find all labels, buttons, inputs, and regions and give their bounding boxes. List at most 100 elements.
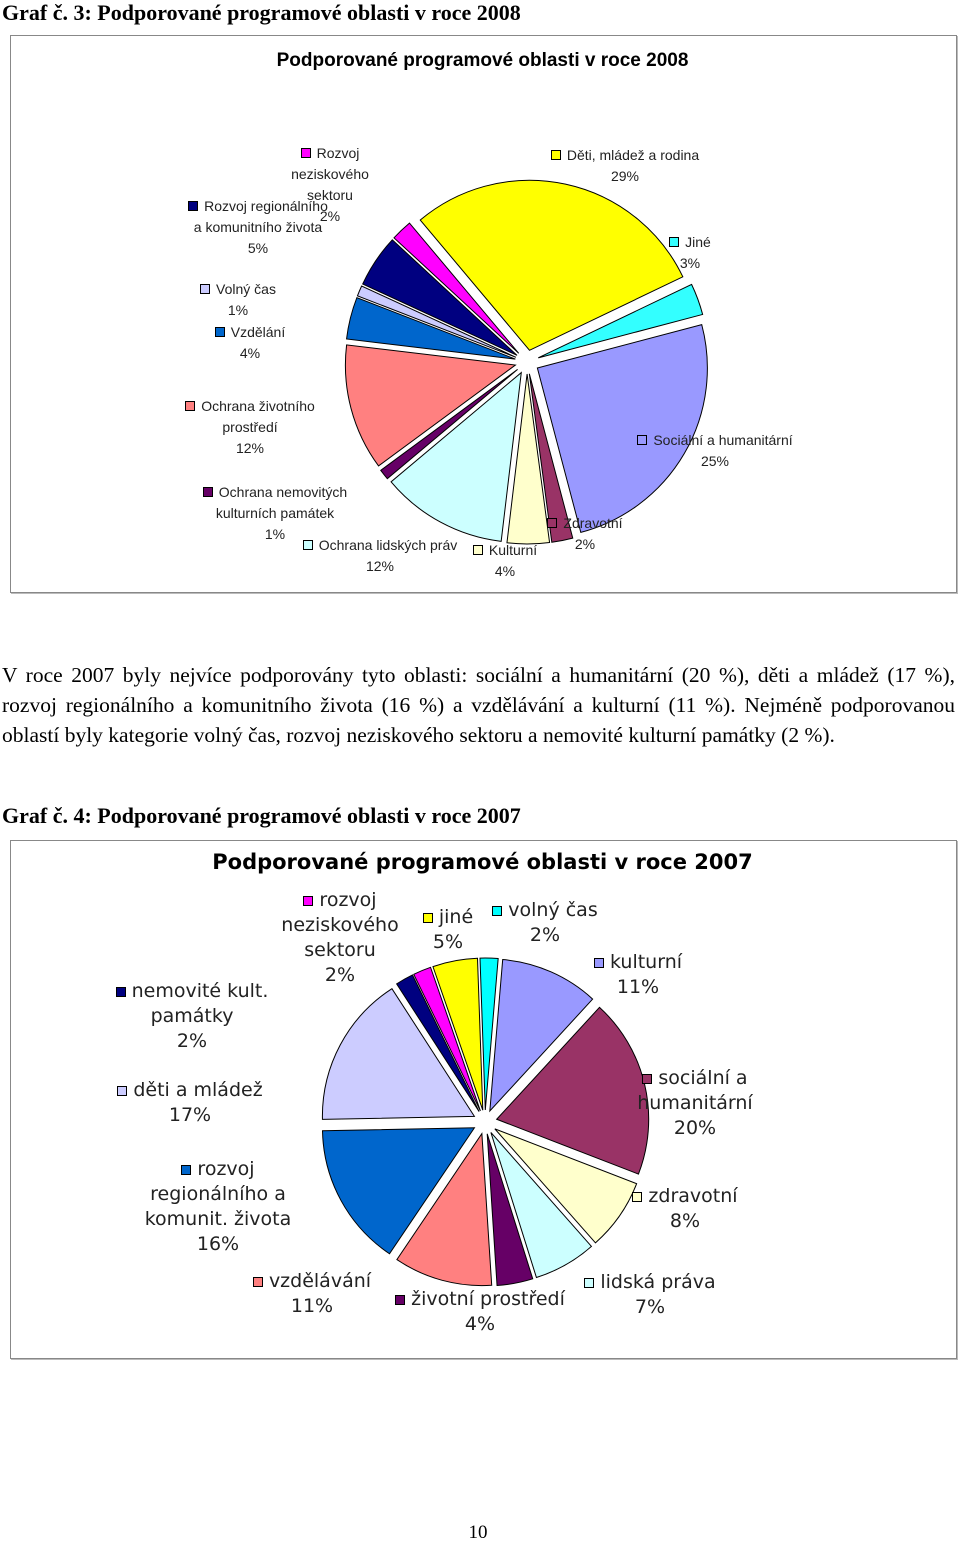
- pie-slice: [432, 957, 484, 1111]
- chart-title: Podporované programové oblasti v roce 20…: [276, 50, 689, 71]
- chart-frame: [10, 35, 957, 593]
- legend-marker: [200, 284, 211, 294]
- pie-slice: [413, 966, 481, 1112]
- legend-marker: [117, 1086, 128, 1096]
- legend-marker: [547, 518, 558, 528]
- category-label: sociální a humanitární: [637, 1067, 753, 1114]
- legend-marker: [492, 906, 503, 916]
- legend-marker: [202, 487, 213, 497]
- pie-slice: [344, 344, 517, 467]
- legend-marker: [550, 150, 561, 160]
- pie-slice: [495, 1006, 650, 1175]
- pie-slice: [362, 239, 518, 356]
- value-label: 11%: [290, 1295, 334, 1317]
- value-label: 1%: [227, 302, 249, 318]
- pie-slice: [536, 323, 708, 534]
- slice-label: Rozvoj regionálního a komunitního života…: [183, 196, 333, 259]
- pie-slice: [506, 373, 551, 545]
- pie-slice: [490, 1132, 593, 1279]
- category-label: lidská práva: [600, 1271, 716, 1293]
- value-label: 3%: [679, 255, 701, 271]
- pie-slice: [419, 179, 684, 351]
- category-label: Ochrana nemovitých kulturních památek: [215, 484, 348, 521]
- legend-marker: [181, 1165, 192, 1175]
- slice-label: vzdělávání 11%: [242, 1269, 382, 1319]
- slice-label: Jiné 3%: [660, 232, 720, 274]
- legend-marker: [669, 237, 680, 247]
- pie-slice: [528, 373, 574, 543]
- category-label: Volný čas: [216, 281, 276, 297]
- slice-label: rozvoj regionálního a komunit. života 16%: [133, 1157, 303, 1257]
- slice-label: děti a mládež 17%: [110, 1078, 270, 1128]
- category-label: nemovité kult. památky: [131, 980, 269, 1027]
- category-label: rozvoj neziskového sektoru: [281, 889, 399, 961]
- legend-marker: [584, 1278, 595, 1288]
- category-label: rozvoj regionálního a komunit. života: [144, 1158, 292, 1230]
- legend-marker: [303, 896, 314, 906]
- category-label: Kulturní: [488, 542, 538, 558]
- pie-slice: [393, 222, 520, 354]
- category-label: Rozvoj regionálního a komunitního života: [193, 198, 328, 235]
- value-label: 25%: [700, 453, 730, 469]
- pie-slice: [538, 283, 704, 359]
- slice-label: Ochrana lidských práv 12%: [295, 535, 465, 577]
- pie-slice: [356, 285, 517, 358]
- slice-label: Rozvoj neziskového sektoru 2%: [275, 143, 385, 227]
- category-label: děti a mládež: [133, 1079, 263, 1101]
- pie-slice: [390, 371, 522, 542]
- value-label: 1%: [264, 526, 286, 542]
- legend-marker: [637, 435, 648, 445]
- slice-label: Ochrana nemovitých kulturních památek 1%: [200, 482, 350, 545]
- value-label: 5%: [247, 240, 269, 256]
- legend-marker: [422, 913, 433, 923]
- slice-label: Volný čas 1%: [198, 279, 278, 321]
- pie-slice: [380, 369, 518, 480]
- legend-marker: [300, 148, 311, 158]
- value-label: 20%: [673, 1117, 717, 1139]
- slice-label: lidská práva 7%: [570, 1270, 730, 1320]
- slice-label: Zdravotní 2%: [545, 513, 625, 555]
- slice-label: rozvoj neziskového sektoru 2%: [270, 888, 410, 988]
- legend-marker: [593, 958, 604, 968]
- legend-marker: [302, 540, 313, 550]
- slice-label: Děti, mládež a rodina 29%: [525, 145, 725, 187]
- category-label: Rozvoj neziskového sektoru: [291, 145, 369, 203]
- value-label: 2%: [324, 964, 356, 986]
- value-label: 2%: [319, 208, 341, 224]
- legend-marker: [115, 987, 126, 997]
- category-label: Vzdělání: [230, 324, 286, 340]
- slice-label: nemovité kult. památky 2%: [107, 979, 277, 1054]
- slice-label: Sociální a humanitární 25%: [625, 430, 805, 472]
- value-label: 11%: [616, 976, 660, 998]
- value-label: 17%: [168, 1104, 212, 1126]
- pie-slice: [479, 957, 499, 1111]
- category-label: životní prostředí: [411, 1288, 565, 1310]
- value-label: 4%: [464, 1313, 496, 1335]
- chart-title: Podporované programové oblasti v roce 20…: [212, 850, 753, 874]
- slice-label: volný čas 2%: [480, 898, 610, 948]
- paragraph: V roce 2007 byly nejvíce podporovány tyt…: [2, 663, 955, 747]
- heading: Graf č. 3: Podporované programové oblast…: [2, 0, 521, 25]
- category-label: Jiné: [685, 234, 711, 250]
- value-label: 4%: [239, 345, 261, 361]
- pie-slice: [321, 987, 476, 1120]
- category-label: kulturní: [609, 951, 683, 973]
- legend-marker: [214, 327, 225, 337]
- value-label: 29%: [610, 168, 640, 184]
- legend-marker: [188, 201, 199, 211]
- category-label: jiné: [438, 906, 474, 928]
- category-label: Zdravotní: [563, 515, 623, 531]
- value-label: 5%: [432, 931, 464, 953]
- value-label: 2%: [574, 536, 596, 552]
- slice-label: kulturní 11%: [583, 950, 693, 1000]
- legend-marker: [185, 401, 196, 411]
- value-label: 16%: [196, 1233, 240, 1255]
- slice-label: Vzdělání 4%: [210, 322, 290, 364]
- category-label: Ochrana životního prostředí: [201, 398, 315, 435]
- legend-marker: [642, 1074, 653, 1084]
- legend-marker: [632, 1192, 643, 1202]
- value-label: 4%: [494, 563, 516, 579]
- category-label: zdravotní: [648, 1185, 738, 1207]
- category-label: vzdělávání: [268, 1270, 372, 1292]
